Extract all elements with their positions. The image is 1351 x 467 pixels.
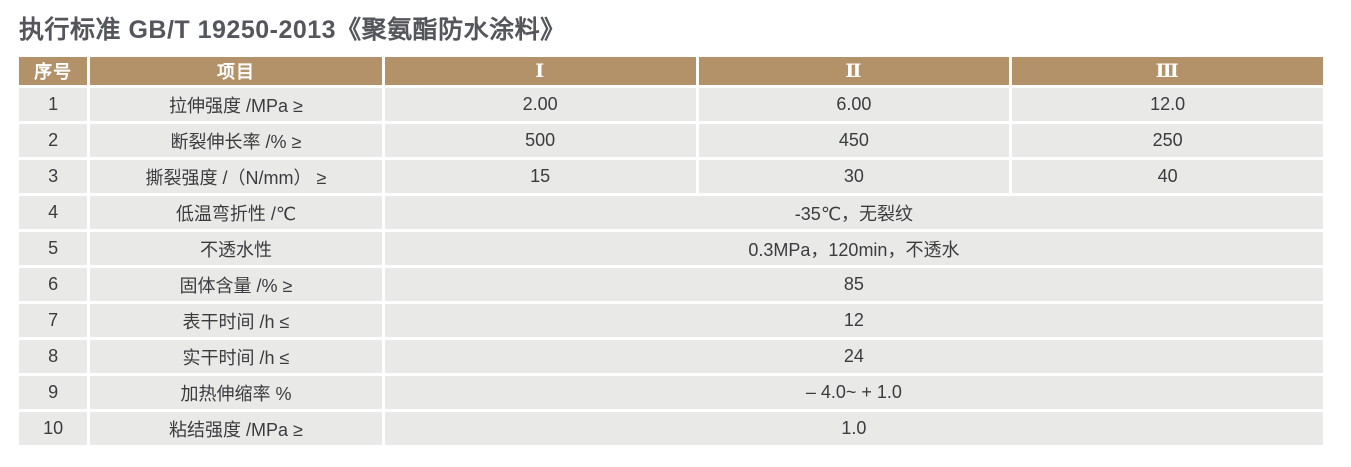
cell-no: 5 [19, 232, 88, 265]
cell-merged-value: 1.0 [384, 412, 1323, 445]
table-row: 1 拉伸强度 /MPa ≥ 2.00 6.00 12.0 [19, 88, 1323, 121]
cell-merged-value: 24 [384, 340, 1323, 373]
table-row: 10 粘结强度 /MPa ≥ 1.0 [19, 412, 1323, 445]
cell-item: 拉伸强度 /MPa ≥ [90, 88, 382, 121]
cell-item: 低温弯折性 /℃ [90, 196, 382, 229]
cell-value-type1: 15 [384, 160, 696, 193]
cell-value-type3: 40 [1012, 160, 1323, 193]
table-row: 2 断裂伸长率 /% ≥ 500 450 250 [19, 124, 1323, 157]
table-row: 8 实干时间 /h ≤ 24 [19, 340, 1323, 373]
cell-merged-value: 85 [384, 268, 1323, 301]
cell-no: 4 [19, 196, 88, 229]
cell-merged-value: -35℃，无裂纹 [384, 196, 1323, 229]
header-cell-no: 序号 [19, 57, 88, 85]
table-row: 7 表干时间 /h ≤ 12 [19, 304, 1323, 337]
cell-item: 断裂伸长率 /% ≥ [90, 124, 382, 157]
cell-value-type1: 500 [384, 124, 696, 157]
header-cell-type2: Ⅱ [698, 57, 1010, 85]
cell-no: 6 [19, 268, 88, 301]
header-cell-type3: Ⅲ [1012, 57, 1323, 85]
cell-no: 1 [19, 88, 88, 121]
table-row: 6 固体含量 /% ≥ 85 [19, 268, 1323, 301]
cell-value-type2: 6.00 [698, 88, 1010, 121]
cell-item: 粘结强度 /MPa ≥ [90, 412, 382, 445]
cell-no: 3 [19, 160, 88, 193]
cell-value-type3: 12.0 [1012, 88, 1323, 121]
table-row: 5 不透水性 0.3MPa，120min，不透水 [19, 232, 1323, 265]
cell-merged-value: 12 [384, 304, 1323, 337]
cell-item: 不透水性 [90, 232, 382, 265]
page-title: 执行标准 GB/T 19250-2013《聚氨酯防水涂料》 [19, 16, 566, 44]
cell-value-type1: 2.00 [384, 88, 696, 121]
spec-table: 序号 项目 Ⅰ Ⅱ Ⅲ 1 拉伸强度 /MPa ≥ 2.00 6.00 12.0… [16, 54, 1326, 448]
cell-merged-value: 0.3MPa，120min，不透水 [384, 232, 1323, 265]
header-cell-item: 项目 [90, 57, 382, 85]
cell-value-type3: 250 [1012, 124, 1323, 157]
cell-item: 撕裂强度 /（N/mm） ≥ [90, 160, 382, 193]
cell-item: 实干时间 /h ≤ [90, 340, 382, 373]
cell-no: 7 [19, 304, 88, 337]
table-row: 4 低温弯折性 /℃ -35℃，无裂纹 [19, 196, 1323, 229]
table-row: 9 加热伸缩率 % – 4.0~ + 1.0 [19, 376, 1323, 409]
cell-item: 加热伸缩率 % [90, 376, 382, 409]
cell-item: 表干时间 /h ≤ [90, 304, 382, 337]
cell-value-type2: 30 [698, 160, 1010, 193]
cell-no: 9 [19, 376, 88, 409]
cell-no: 10 [19, 412, 88, 445]
cell-merged-value: – 4.0~ + 1.0 [384, 376, 1323, 409]
cell-value-type2: 450 [698, 124, 1010, 157]
cell-item: 固体含量 /% ≥ [90, 268, 382, 301]
cell-no: 2 [19, 124, 88, 157]
table-header-row: 序号 项目 Ⅰ Ⅱ Ⅲ [19, 57, 1323, 85]
header-cell-type1: Ⅰ [384, 57, 696, 85]
table-row: 3 撕裂强度 /（N/mm） ≥ 15 30 40 [19, 160, 1323, 193]
cell-no: 8 [19, 340, 88, 373]
